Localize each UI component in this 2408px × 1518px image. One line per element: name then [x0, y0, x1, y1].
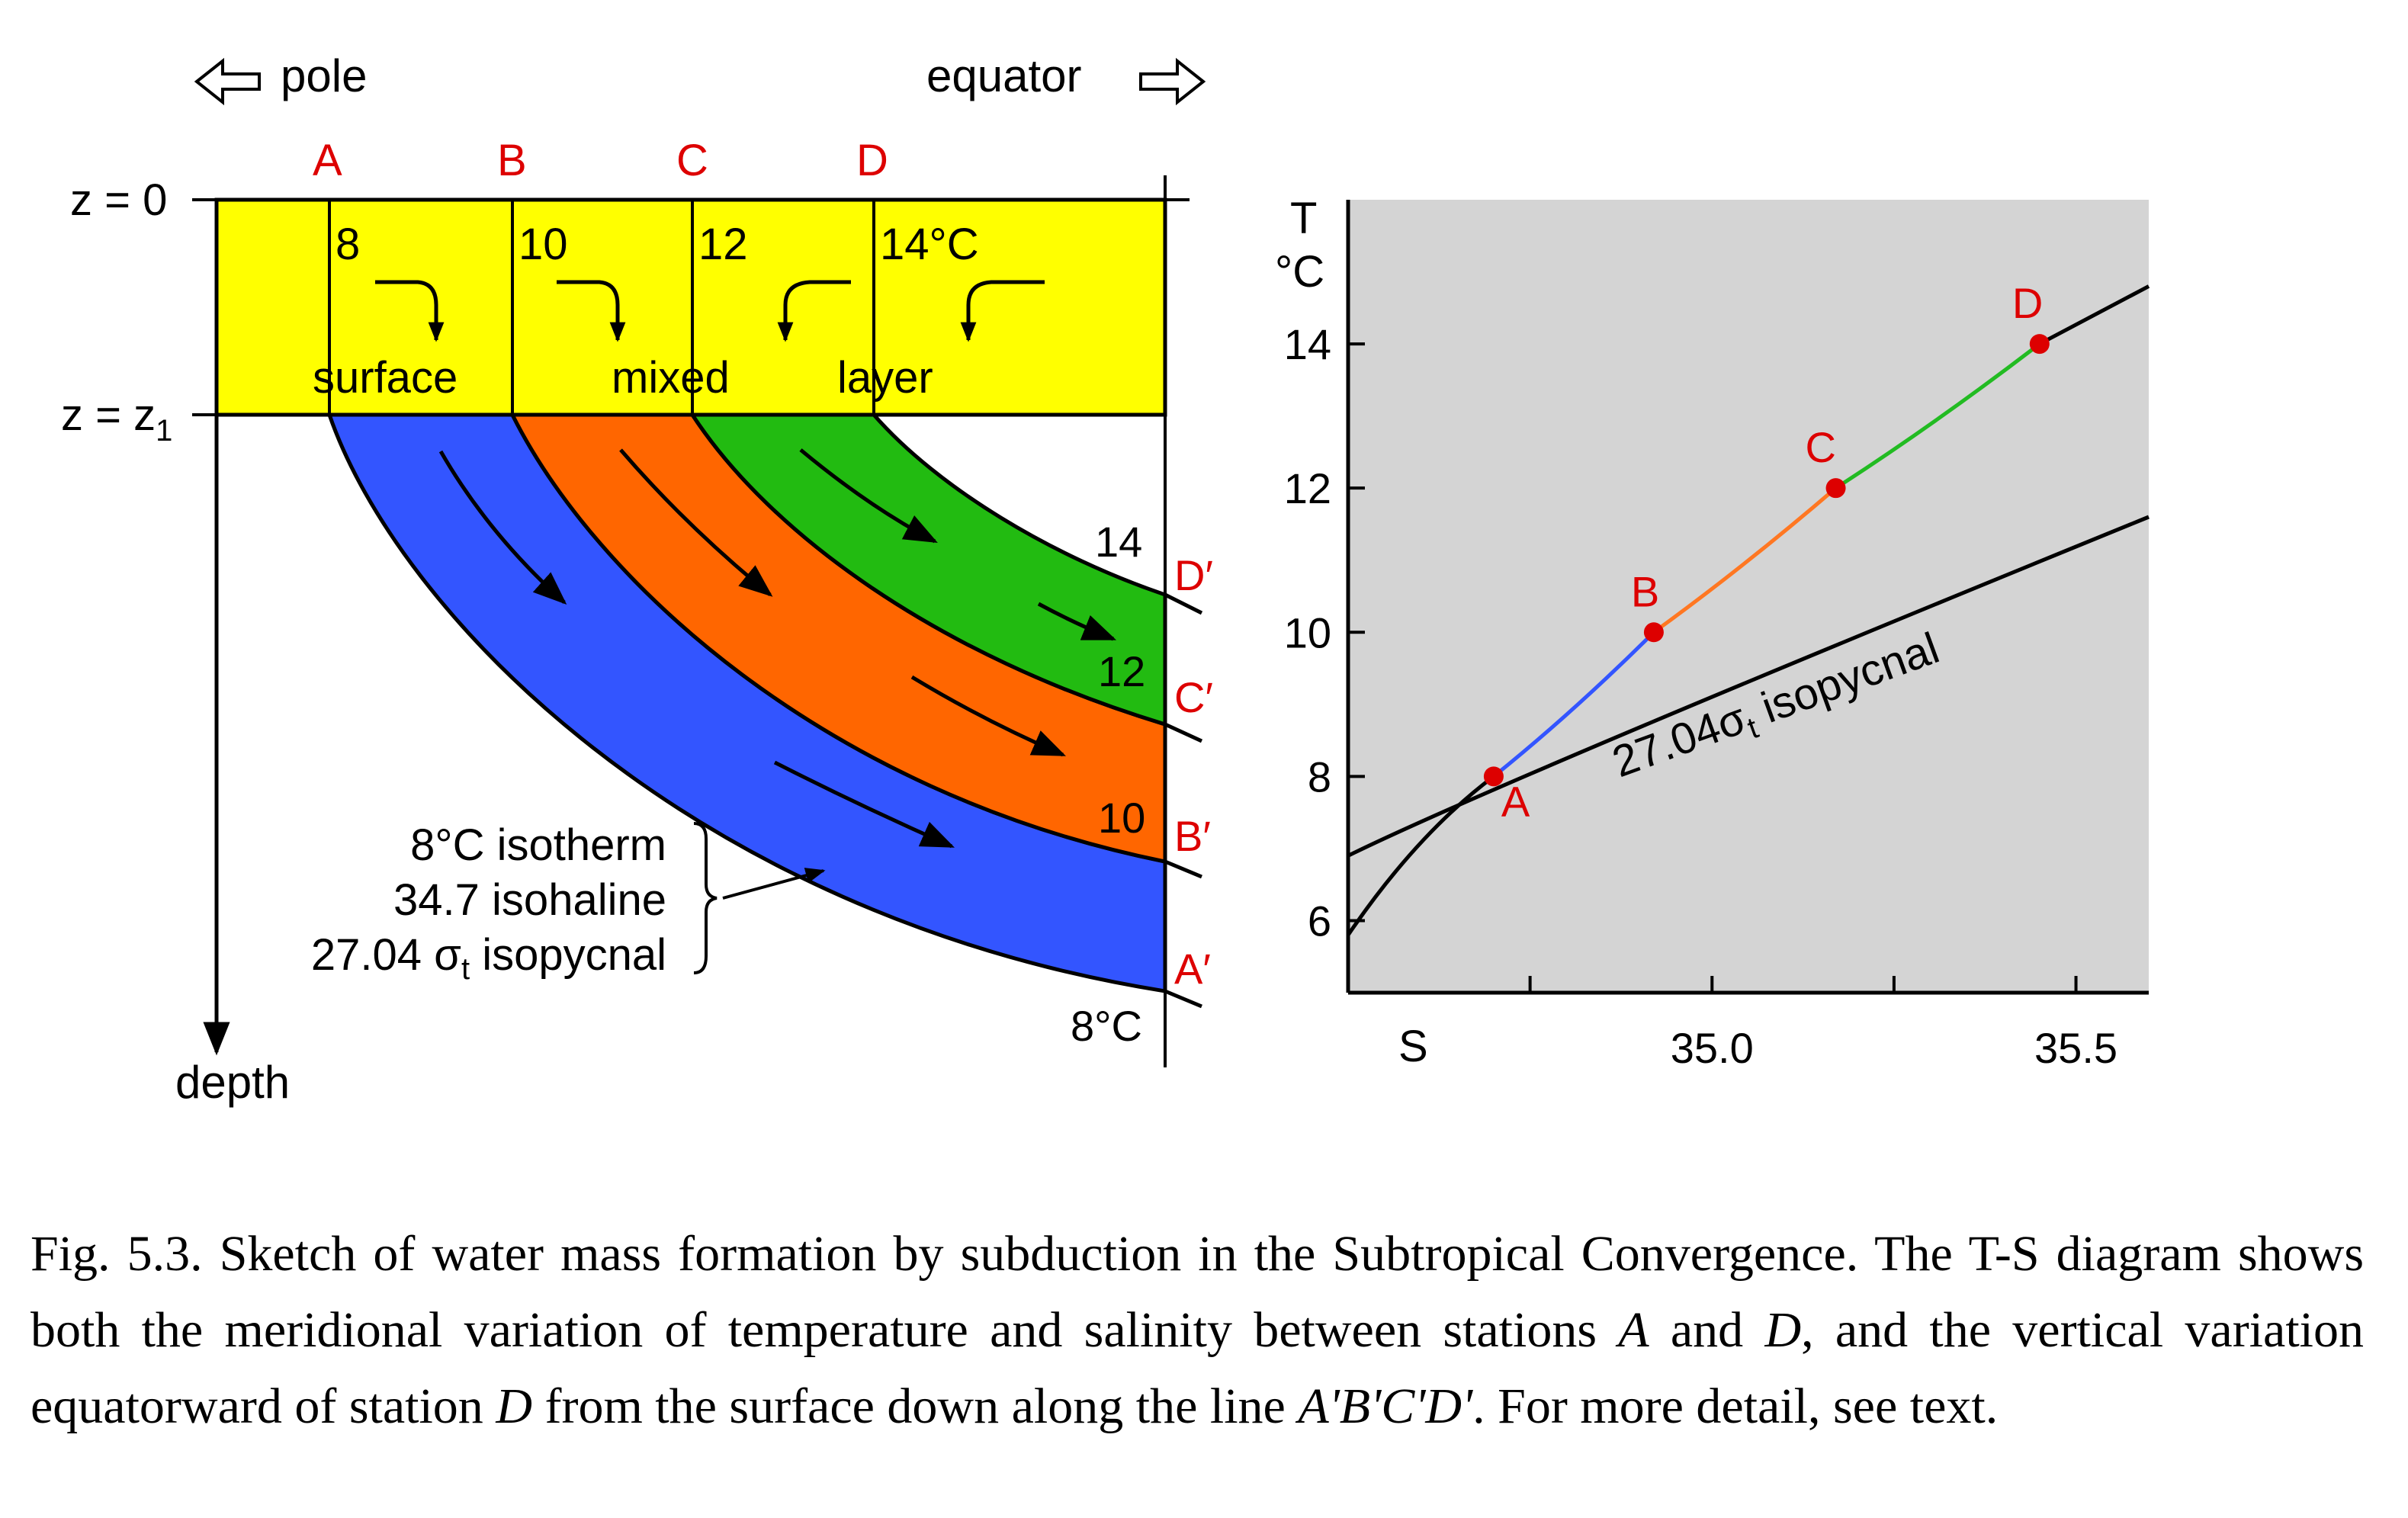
z1-label: z = z1: [61, 390, 172, 448]
annotation-isohaline: 34.7 isohaline: [393, 875, 666, 925]
mixed-layer-word-surface: surface: [313, 353, 458, 403]
station-b-temp: 10: [519, 220, 568, 269]
ts-y-tick-label: 8: [1308, 753, 1331, 801]
ts-curve-lower-extension: [1346, 775, 1495, 936]
equator-direction: equator: [926, 50, 1206, 106]
ts-point-d: [2029, 334, 2050, 355]
ts-curves: [1346, 284, 2150, 936]
left-hollow-arrow-icon: [194, 57, 261, 106]
annotation-isopycnal: 27.04 σt isopycnal: [311, 930, 666, 986]
deep-label-b-name: B′: [1174, 812, 1211, 860]
flow-arrow-blue-1: [438, 450, 567, 605]
layer-c-green: [689, 412, 1167, 727]
ts-point-a: [1483, 766, 1504, 787]
mixing-arrow-3: [777, 280, 851, 342]
deep-label-c-temp: 12: [1098, 647, 1145, 695]
z0-label: z = 0: [70, 175, 167, 225]
ts-point-label-d: D: [2012, 279, 2043, 327]
ts-y-tick-label: 14: [1284, 320, 1331, 368]
isotherm-extension-ext-a: [1164, 989, 1202, 1009]
isotherm-extension-ext-b: [1164, 859, 1202, 879]
ts-y-tick-label: 12: [1284, 464, 1331, 512]
ts-point-label-c: C: [1806, 423, 1836, 471]
station-c-name: C: [676, 136, 708, 185]
ts-y-tick-label: 10: [1284, 608, 1331, 656]
ts-segment-bc: [1652, 486, 1838, 634]
right-hollow-arrow-icon: [1139, 57, 1206, 106]
flow-arrow-orange-2: [910, 675, 1067, 757]
ts-point-b: [1643, 622, 1664, 643]
annotation-isotherm: 8°C isotherm: [410, 820, 666, 870]
ts-segment-cd: [1835, 342, 2041, 490]
mixed-layer-word-layer: layer: [837, 353, 933, 403]
ts-x-tick-label: 35.0: [1671, 1024, 1754, 1072]
mixing-arrow-4: [960, 280, 1045, 342]
mixed-layer-word-mixed: mixed: [612, 353, 730, 403]
figure-caption: Fig. 5.3. Sketch of water mass formation…: [31, 1226, 2365, 1434]
vertical-section: pole equator z = 0 z = z1 depth A B C D: [61, 50, 1213, 1108]
ts-y-label-top: T: [1290, 194, 1317, 243]
ts-segment-ab: [1492, 631, 1655, 778]
station-c-temp: 12: [698, 220, 748, 269]
flow-arrow-green-2: [1037, 602, 1117, 641]
ts-x-tick-label: 35.5: [2034, 1024, 2117, 1072]
flow-arrow-green-1: [799, 448, 938, 544]
deep-label-d-name: D′: [1174, 551, 1213, 599]
ts-point-label-b: B: [1631, 567, 1659, 615]
ts-curve-upper-extension: [2038, 284, 2150, 346]
deep-label-a-name: A′: [1174, 945, 1211, 993]
isotherm-extension-ext-c: [1164, 722, 1203, 743]
depth-label: depth: [175, 1057, 290, 1108]
ts-plot-area: [1348, 200, 2149, 993]
ts-point-label-a: A: [1501, 777, 1530, 825]
ts-y-tick-label: 6: [1308, 897, 1331, 945]
ts-point-c: [1825, 478, 1846, 499]
station-b-name: B: [497, 136, 527, 185]
isopycnal-line: [1347, 515, 2150, 858]
deep-label-a-temp: 8°C: [1071, 1002, 1142, 1050]
ts-x-label: S: [1398, 1022, 1428, 1071]
deep-label-d-temp: 14: [1095, 518, 1142, 566]
ts-ticks: 6 8 10 12 14 35.0 35.5: [1284, 320, 2117, 1072]
isotherm-extension-ext-d: [1164, 592, 1203, 615]
flow-arrow-orange-1: [619, 448, 773, 597]
station-a-name: A: [313, 136, 342, 185]
mixing-arrow-2: [557, 280, 626, 342]
annotation-brace: [693, 822, 718, 974]
pole-label: pole: [281, 50, 367, 101]
station-d-name: D: [856, 136, 888, 185]
mixing-arrow-1: [375, 280, 445, 342]
station-d-temp: 14°C: [880, 220, 979, 269]
deep-label-b-temp: 10: [1098, 794, 1145, 842]
caption-fig-number: Fig. 5.3.: [31, 1226, 203, 1282]
equator-label: equator: [926, 50, 1082, 101]
ts-y-label-unit: °C: [1275, 247, 1324, 297]
pole-direction: pole: [194, 50, 367, 106]
ts-points: A B C D: [1483, 279, 2050, 825]
isosurface-annotation: 8°C isotherm 34.7 isohaline 27.04 σt iso…: [311, 820, 826, 986]
deep-label-c-name: C′: [1174, 673, 1213, 721]
flow-arrow-blue-2: [773, 760, 955, 849]
station-a-temp: 8: [336, 220, 360, 269]
annotation-pointer: [722, 868, 826, 900]
